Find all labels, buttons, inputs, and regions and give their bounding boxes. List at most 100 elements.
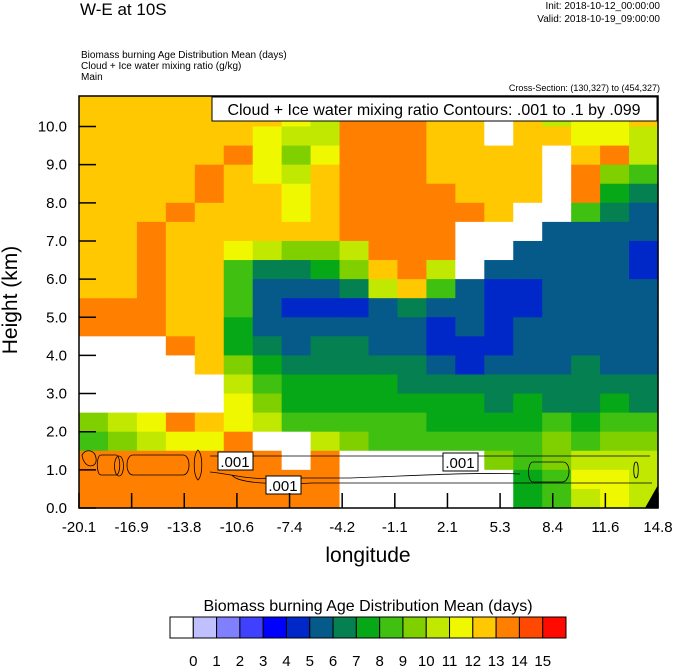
field-cell <box>107 183 138 204</box>
field-cell <box>165 298 196 318</box>
field-cell <box>165 469 196 490</box>
x-axis: -20.1 -16.9 -13.8 -10.6 -7.4 -4.2 -1.1 2.1 5.3 8.… <box>62 493 673 536</box>
y-tick-label: 5.0 <box>46 309 67 326</box>
field-cell <box>252 145 283 166</box>
field-cell <box>339 202 370 223</box>
contour-line <box>81 450 97 467</box>
field-cell <box>79 126 109 147</box>
field-cell <box>542 126 572 147</box>
field-cell <box>368 202 399 223</box>
field-cell <box>136 107 167 128</box>
field-cell <box>281 431 312 452</box>
field-cell <box>484 126 514 147</box>
field-cell <box>252 279 283 299</box>
field-cell <box>600 145 630 166</box>
field-cell <box>629 202 659 223</box>
field-cell <box>310 126 341 147</box>
field-cell <box>368 260 399 280</box>
field-cell <box>281 298 312 318</box>
field-cell <box>136 317 167 337</box>
field-cell <box>194 164 225 185</box>
field-cell <box>339 221 370 242</box>
field-cell <box>397 450 427 471</box>
field-cell <box>368 374 399 395</box>
field-cell <box>426 469 456 490</box>
field-cell <box>281 336 312 357</box>
field-cell <box>426 298 456 318</box>
field-cell <box>542 355 572 376</box>
field-cell <box>513 145 543 166</box>
field-cell <box>455 183 485 204</box>
field-cell <box>426 221 456 242</box>
field-cell <box>79 450 109 471</box>
valid-time: Valid: 2018-10-19_09:00:00 <box>537 14 660 25</box>
colorbar-label: 7 <box>352 653 360 667</box>
field-cell <box>79 164 109 185</box>
colorbar-swatch <box>169 616 194 639</box>
field-cell <box>571 412 601 433</box>
field-cell <box>397 279 427 299</box>
colorbar-swatch <box>379 616 404 639</box>
field-cell <box>107 336 138 357</box>
field-label-age: Biomass burning Age Distribution Mean (d… <box>81 50 287 61</box>
age-field <box>79 96 659 509</box>
field-cell <box>484 260 514 280</box>
field-cell <box>629 431 659 452</box>
field-cell <box>513 431 543 452</box>
field-cell <box>455 355 485 376</box>
colorbar-label: 13 <box>488 653 505 667</box>
field-cell <box>165 336 196 357</box>
colorbar-swatch <box>449 616 474 639</box>
field-cell <box>571 336 601 357</box>
field-cell <box>194 488 225 509</box>
field-cell <box>629 469 659 490</box>
field-cell <box>629 317 659 337</box>
field-cell <box>571 145 601 166</box>
field-cell <box>571 183 601 204</box>
field-cell <box>368 431 399 452</box>
field-cell <box>165 279 196 299</box>
field-cell <box>136 393 167 414</box>
field-cell <box>571 374 601 395</box>
field-cell <box>484 279 514 299</box>
field-cell <box>368 164 399 185</box>
colorbar-swatch <box>262 616 287 639</box>
field-cell <box>629 355 659 376</box>
field-cell <box>397 488 427 509</box>
field-cell <box>281 240 312 261</box>
field-cell <box>629 279 659 299</box>
x-tick-label: -13.8 <box>167 519 201 536</box>
field-cell <box>339 183 370 204</box>
field-cell <box>542 298 572 318</box>
field-label-cloud: Cloud + Ice water mixing ratio (g/kg) <box>81 61 242 72</box>
field-cell <box>426 317 456 337</box>
field-cell <box>513 374 543 395</box>
field-cell <box>165 260 196 280</box>
field-cell <box>629 145 659 166</box>
field-cell <box>107 221 138 242</box>
field-cell <box>79 221 109 242</box>
colorbar-swatch <box>518 616 544 639</box>
field-cell <box>223 183 254 204</box>
field-cell <box>426 183 456 204</box>
colorbar-swatch <box>425 616 451 639</box>
colorbar-label: 9 <box>399 653 407 667</box>
field-cell <box>107 279 138 299</box>
field-cell <box>310 240 341 261</box>
field-cell <box>223 431 254 452</box>
field-cell <box>223 317 254 337</box>
field-cell <box>165 240 196 261</box>
field-cell <box>600 412 630 433</box>
field-cell <box>165 317 196 337</box>
field-cell <box>426 240 456 261</box>
field-cell <box>79 202 109 223</box>
field-cell <box>136 355 167 376</box>
contour-line <box>528 461 570 483</box>
field-cell <box>339 336 370 357</box>
field-cell <box>629 336 659 357</box>
field-cell <box>252 412 283 433</box>
field-cell <box>310 164 341 185</box>
field-cell <box>107 431 138 452</box>
field-cell <box>281 183 312 204</box>
colorbar-swatch <box>472 616 497 639</box>
